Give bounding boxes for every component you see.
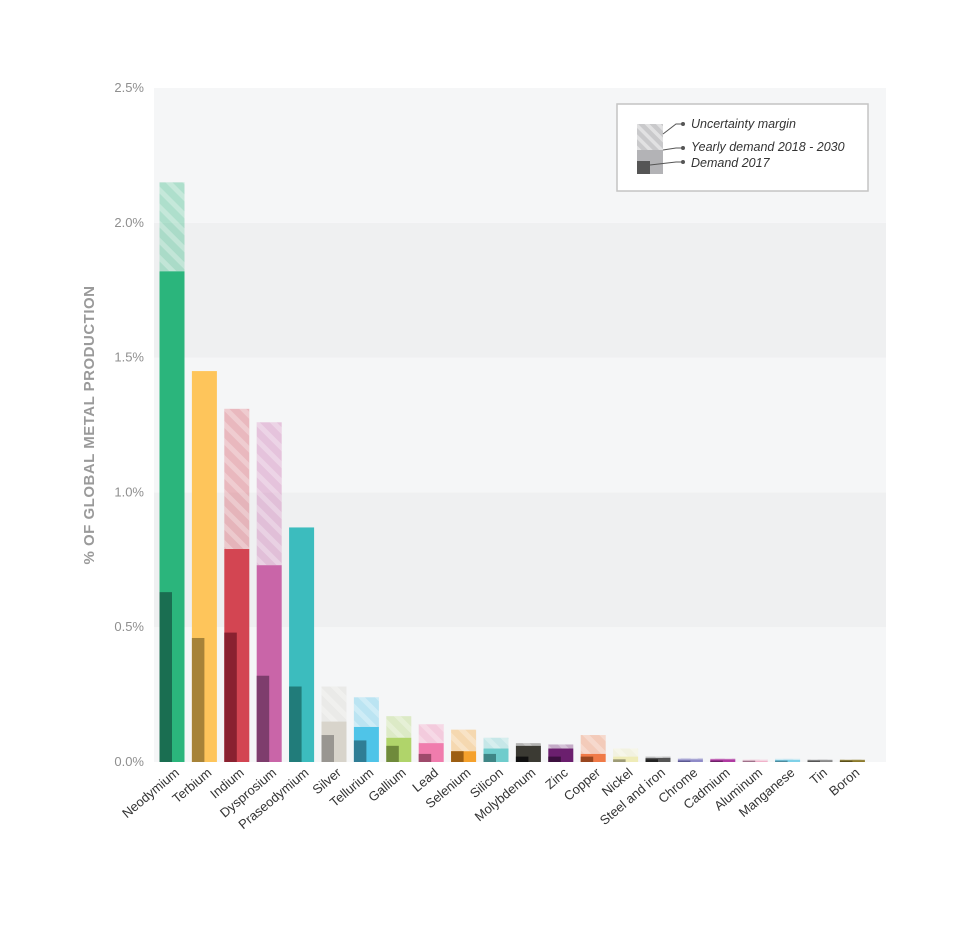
legend-dot-2017 [681, 160, 685, 164]
bar-group [224, 408, 250, 762]
y-axis-label: % OF GLOBAL METAL PRODUCTION [81, 286, 98, 565]
x-tick-label: Copper [561, 764, 604, 803]
bar-uncertainty-hatch [418, 724, 444, 744]
bar-group [483, 737, 509, 762]
bar-uncertainty-hatch [710, 758, 736, 760]
bar-demand-2017 [613, 759, 626, 762]
bar-demand-2017 [483, 753, 496, 762]
x-axis-labels: NeodymiumTerbiumIndiumDysprosiumPraseody… [119, 764, 862, 832]
legend-swatch-uncertainty-hatch [637, 124, 663, 150]
x-tick-label: Boron [826, 765, 862, 799]
bar-demand-2017 [289, 686, 302, 762]
bar-demand-2017 [321, 735, 334, 762]
bar-group [515, 743, 541, 762]
bar-uncertainty-hatch [775, 758, 801, 760]
legend-leader-2017 [649, 161, 683, 166]
bar-uncertainty-hatch [483, 737, 509, 749]
bar-uncertainty-hatch [677, 757, 703, 760]
bar-demand-2017 [159, 592, 172, 762]
bar-group [386, 716, 412, 762]
bar-uncertainty-hatch [353, 697, 379, 727]
x-tick-label: Tin [807, 765, 830, 788]
bar-group [256, 422, 282, 762]
y-tick-label: 2.0% [114, 215, 144, 230]
bar-demand-2017 [451, 751, 464, 762]
bar-uncertainty-hatch [580, 735, 606, 754]
background-bands [154, 88, 886, 762]
legend-leader-yearly [662, 147, 683, 151]
x-tick-label: Gallium [365, 765, 408, 805]
legend-swatch-2017 [637, 161, 650, 174]
legend-dot-uncertainty [681, 122, 685, 126]
bar-group [191, 371, 217, 762]
bar-uncertainty-hatch [515, 743, 541, 746]
bar-group [451, 729, 477, 762]
y-tick-label: 1.5% [114, 350, 144, 365]
bar-uncertainty-hatch [386, 716, 412, 738]
bar-group [159, 182, 185, 762]
bar-demand-2017 [515, 756, 529, 762]
bar-uncertainty-hatch [613, 748, 639, 757]
y-tick-label: 0.0% [114, 754, 144, 769]
legend-label-uncertainty: Uncertainty margin [691, 117, 796, 131]
bar-demand-2017 [353, 740, 367, 762]
bar-demand-2017 [839, 760, 853, 762]
bar-demand-2017 [742, 760, 756, 762]
bar-group [775, 758, 801, 762]
bar-uncertainty-hatch [159, 182, 185, 272]
bar-group [289, 527, 315, 762]
bar-group [742, 759, 768, 762]
bar-group [548, 744, 574, 762]
bar-demand-2017 [710, 760, 723, 762]
bar-group [353, 697, 379, 762]
y-tick-label: 1.0% [114, 484, 144, 499]
background-band [154, 222, 886, 358]
bar-group [677, 757, 703, 762]
bar-demand-2017 [418, 753, 432, 762]
y-tick-label: 2.5% [114, 80, 144, 95]
bar-demand-2017 [645, 759, 658, 762]
bar-uncertainty-hatch [224, 408, 250, 550]
y-tick-label: 0.5% [114, 619, 144, 634]
bar-group [839, 759, 865, 762]
bar-group [418, 724, 444, 762]
bar-uncertainty-hatch [839, 759, 865, 761]
bar-demand-2017 [677, 760, 691, 762]
bar-group [613, 748, 639, 762]
bar-group [321, 686, 347, 762]
bar-group [807, 759, 833, 762]
legend-leader-uncertainty [662, 123, 683, 135]
bar-demand-2017 [386, 745, 399, 762]
bar-uncertainty-hatch [321, 686, 347, 722]
bar-demand-2017 [256, 675, 270, 762]
bar-group [580, 735, 606, 762]
legend-dot-yearly [681, 146, 685, 150]
bar-demand-2017 [580, 756, 594, 762]
bar-uncertainty-hatch [742, 759, 768, 761]
bar-uncertainty-hatch [548, 744, 574, 749]
bars [159, 182, 865, 762]
bar-uncertainty-hatch [451, 729, 477, 752]
bar-group [645, 756, 671, 762]
bar-demand-2017 [807, 760, 820, 762]
bar-demand-2017 [191, 637, 205, 762]
y-axis-ticks: 0.0% 0.5% 1.0% 1.5% 2.0% 2.5% [114, 80, 144, 769]
legend-label-yearly: Yearly demand 2018 - 2030 [691, 140, 845, 154]
legend: Uncertainty margin Yearly demand 2018 - … [616, 103, 869, 192]
bar-demand-2017 [775, 760, 788, 762]
bar-yearly-demand [613, 756, 639, 762]
bar-demand-2017 [224, 632, 237, 762]
bar-demand-2017 [548, 756, 561, 762]
bar-uncertainty-hatch [645, 756, 671, 758]
bar-uncertainty-hatch [807, 759, 833, 761]
bar-uncertainty-hatch [256, 422, 282, 566]
legend-label-2017: Demand 2017 [691, 156, 771, 170]
bar-group [710, 758, 736, 762]
